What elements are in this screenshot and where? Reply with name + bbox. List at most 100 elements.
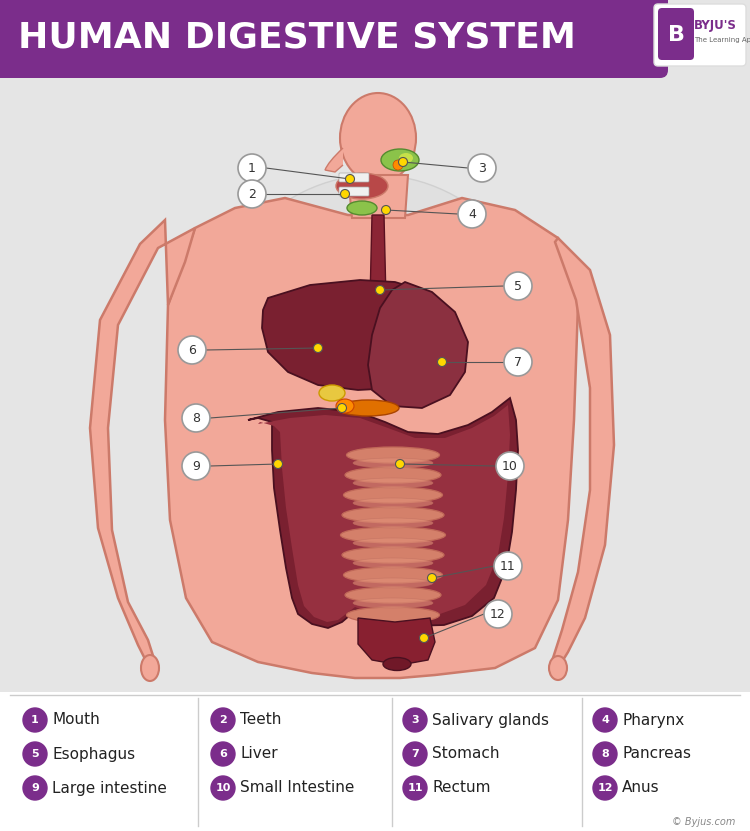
Circle shape (338, 404, 346, 412)
Circle shape (314, 343, 322, 352)
Text: 6: 6 (188, 343, 196, 356)
Text: 1: 1 (248, 161, 256, 175)
Polygon shape (553, 238, 614, 665)
Ellipse shape (345, 587, 441, 603)
Ellipse shape (353, 478, 433, 488)
Ellipse shape (344, 487, 442, 503)
Bar (0, 0, 640, 70)
Circle shape (484, 600, 512, 628)
Circle shape (437, 357, 446, 366)
Text: Esophagus: Esophagus (52, 746, 135, 761)
Polygon shape (258, 405, 510, 622)
Text: 10: 10 (215, 783, 231, 793)
Ellipse shape (353, 598, 433, 608)
Ellipse shape (319, 385, 345, 401)
Ellipse shape (353, 458, 433, 468)
Ellipse shape (141, 655, 159, 681)
Text: 6: 6 (219, 749, 227, 759)
Ellipse shape (353, 558, 433, 568)
Text: 9: 9 (192, 460, 200, 473)
Polygon shape (368, 282, 468, 408)
Text: 4: 4 (601, 715, 609, 725)
Polygon shape (262, 280, 452, 390)
Circle shape (178, 336, 206, 364)
Ellipse shape (336, 173, 388, 199)
Circle shape (211, 776, 235, 800)
Ellipse shape (340, 93, 416, 183)
Circle shape (427, 573, 436, 583)
Ellipse shape (346, 447, 439, 463)
Ellipse shape (342, 507, 444, 523)
Text: Stomach: Stomach (432, 746, 500, 761)
FancyBboxPatch shape (654, 4, 746, 66)
Circle shape (593, 708, 617, 732)
Circle shape (395, 460, 404, 469)
Ellipse shape (383, 657, 411, 671)
Text: 7: 7 (411, 749, 419, 759)
Circle shape (182, 404, 210, 432)
Circle shape (23, 708, 47, 732)
Polygon shape (358, 618, 435, 665)
Ellipse shape (337, 400, 399, 416)
Text: Salivary glands: Salivary glands (432, 712, 549, 727)
Polygon shape (348, 175, 408, 218)
Text: 7: 7 (514, 356, 522, 368)
Ellipse shape (549, 656, 567, 680)
Circle shape (382, 205, 391, 214)
Text: HUMAN DIGESTIVE SYSTEM: HUMAN DIGESTIVE SYSTEM (18, 21, 576, 55)
Circle shape (504, 348, 532, 376)
FancyBboxPatch shape (658, 8, 694, 60)
Circle shape (403, 776, 427, 800)
Ellipse shape (336, 399, 354, 413)
Ellipse shape (399, 153, 413, 163)
Circle shape (182, 452, 210, 480)
Ellipse shape (353, 538, 433, 548)
Text: Teeth: Teeth (240, 712, 281, 727)
FancyBboxPatch shape (0, 0, 668, 78)
Circle shape (496, 452, 524, 480)
Text: 3: 3 (478, 161, 486, 175)
Ellipse shape (345, 467, 441, 483)
Circle shape (593, 742, 617, 766)
Text: B: B (668, 25, 685, 45)
Text: Small Intestine: Small Intestine (240, 780, 354, 795)
Text: 11: 11 (500, 559, 516, 573)
Ellipse shape (344, 567, 442, 583)
Circle shape (274, 460, 283, 469)
Text: 1: 1 (31, 715, 39, 725)
FancyBboxPatch shape (339, 173, 369, 182)
Circle shape (458, 200, 486, 228)
Circle shape (238, 154, 266, 182)
Text: Anus: Anus (622, 780, 660, 795)
Polygon shape (90, 220, 195, 665)
FancyBboxPatch shape (339, 187, 369, 196)
Text: Mouth: Mouth (52, 712, 100, 727)
Text: 8: 8 (602, 749, 609, 759)
Circle shape (494, 552, 522, 580)
Circle shape (593, 776, 617, 800)
Text: Rectum: Rectum (432, 780, 490, 795)
Ellipse shape (353, 498, 433, 508)
Text: Pharynx: Pharynx (622, 712, 684, 727)
Text: © Byjus.com: © Byjus.com (672, 817, 735, 827)
Circle shape (238, 180, 266, 208)
Circle shape (211, 742, 235, 766)
Ellipse shape (353, 578, 433, 588)
Text: 3: 3 (411, 715, 419, 725)
Text: 4: 4 (468, 208, 476, 220)
Ellipse shape (342, 547, 444, 563)
Polygon shape (248, 398, 518, 628)
Circle shape (340, 189, 350, 199)
Ellipse shape (340, 527, 446, 543)
Circle shape (23, 776, 47, 800)
Ellipse shape (346, 607, 439, 623)
Circle shape (398, 158, 407, 166)
Text: 11: 11 (407, 783, 423, 793)
Text: 2: 2 (219, 715, 226, 725)
Circle shape (403, 708, 427, 732)
Ellipse shape (353, 518, 433, 528)
Text: BYJU'S: BYJU'S (694, 19, 736, 32)
Ellipse shape (347, 201, 377, 215)
Text: Large intestine: Large intestine (52, 780, 166, 795)
Text: 12: 12 (490, 607, 506, 621)
